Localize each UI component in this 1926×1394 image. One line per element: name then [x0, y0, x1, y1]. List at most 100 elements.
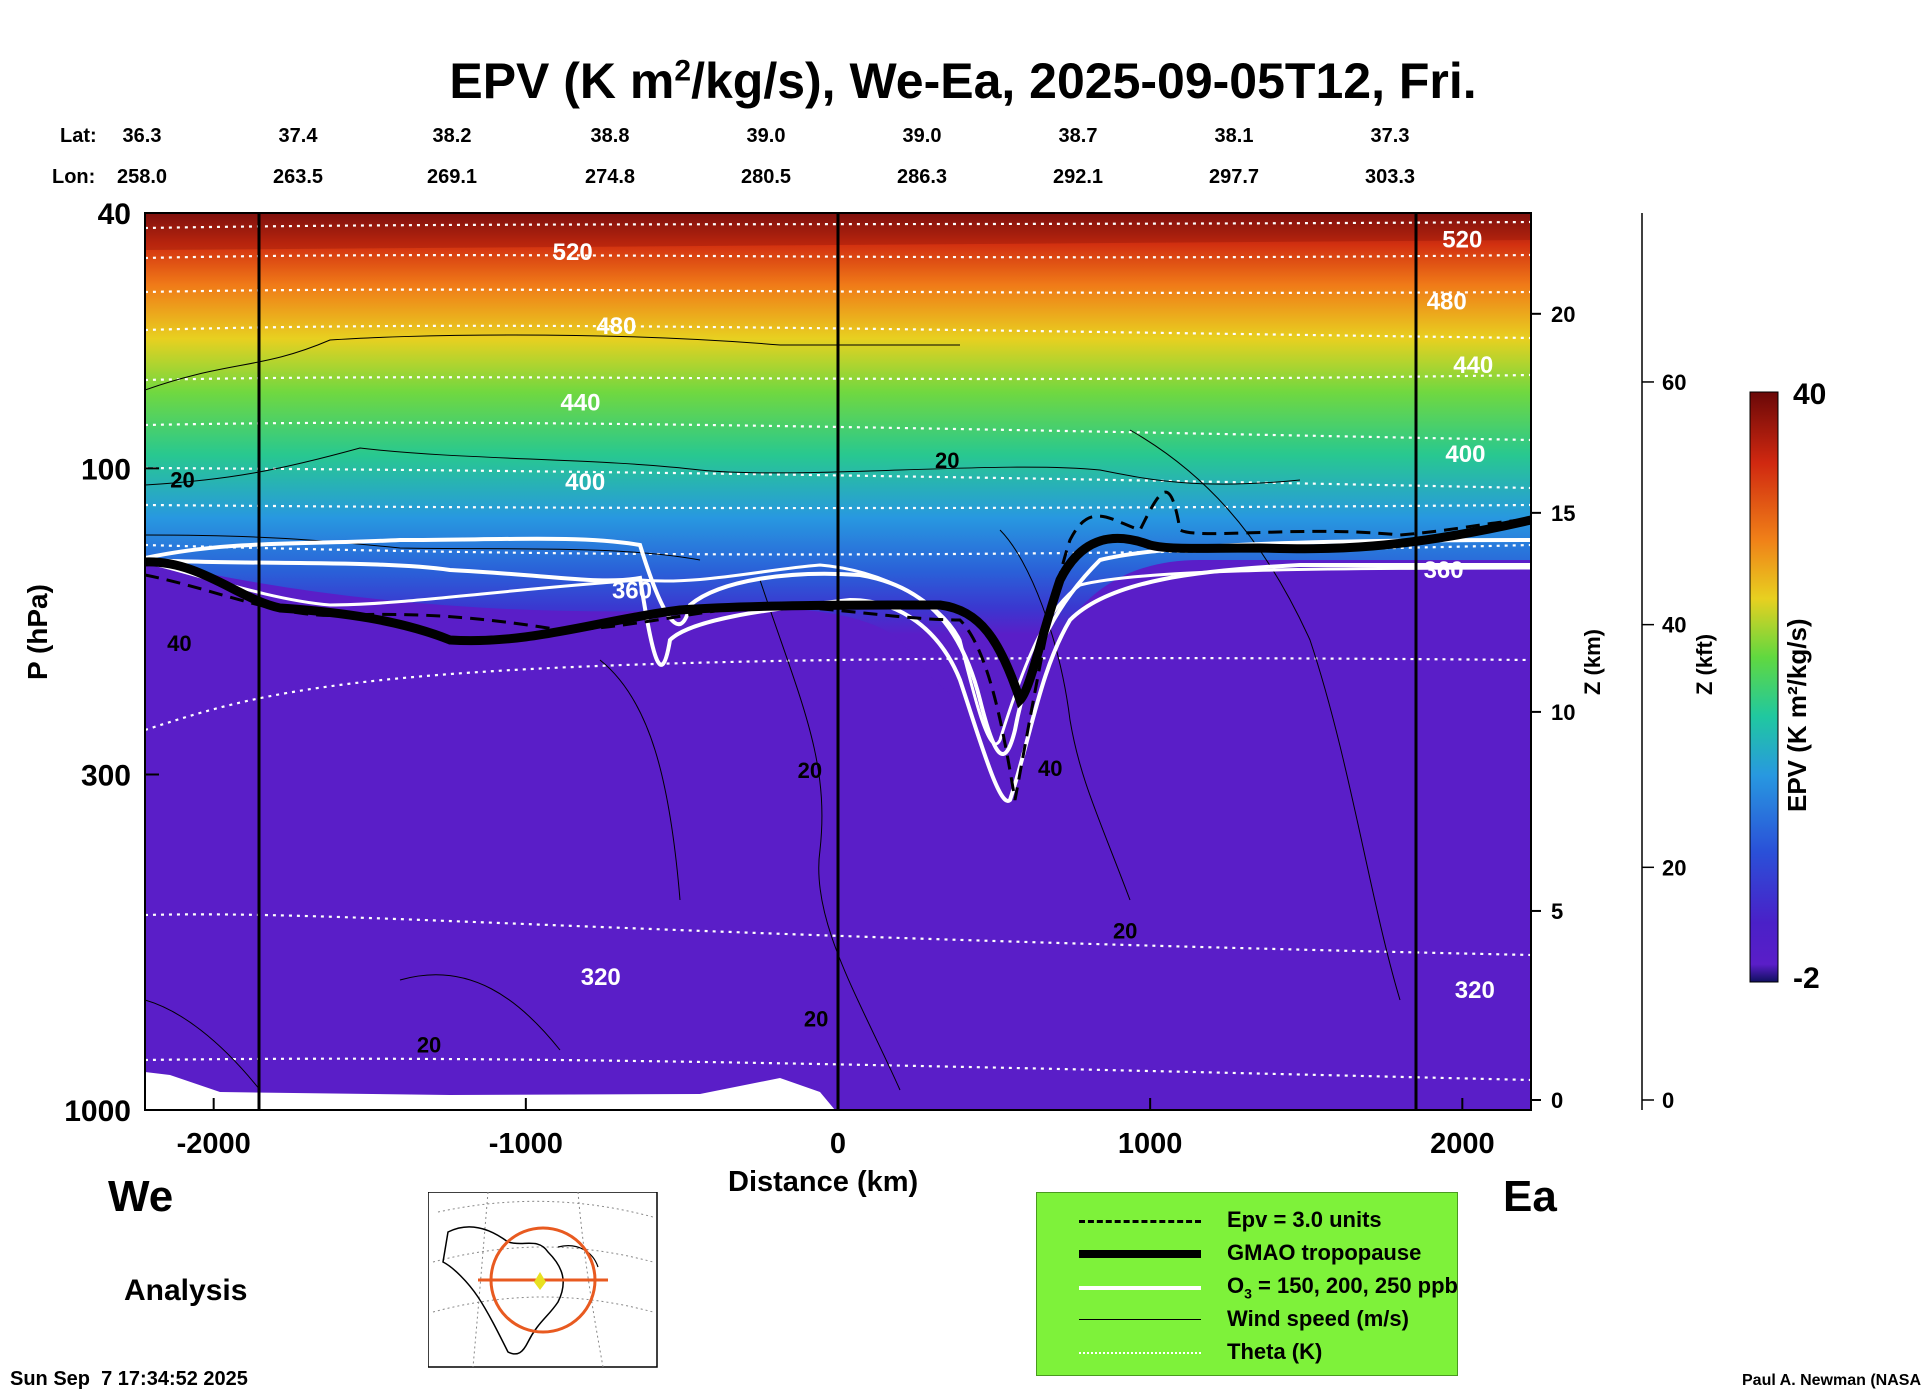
tropopause-line	[145, 515, 1531, 709]
wind-label: 20	[1113, 918, 1137, 943]
theta-label: 400	[565, 469, 605, 496]
wind-label: 20	[935, 448, 959, 473]
z-kft-axis: 0 20 40 60	[1641, 213, 1686, 1113]
wind-label: 40	[1038, 756, 1062, 781]
wind-contours	[145, 334, 1401, 1091]
x-tick-label: 2000	[1430, 1128, 1495, 1160]
z-km-axis: 0 5 10 15 20	[1531, 302, 1575, 1113]
theta-label: 440	[1453, 352, 1493, 379]
lon-value: 258.0	[116, 166, 168, 188]
theta-label: 440	[560, 390, 600, 417]
x-tick-label: 1000	[1118, 1128, 1183, 1160]
lon-label: Lon:	[52, 166, 96, 188]
theta-label: 360	[612, 577, 652, 604]
lat-value: 37.4	[278, 125, 318, 147]
p-tick-label: 300	[81, 759, 131, 792]
east-label: Ea	[1503, 1172, 1557, 1221]
legend-box: Epv = 3.0 units GMAO tropopause O3 = 150…	[1036, 1192, 1458, 1376]
lat-value: 39.0	[902, 125, 942, 147]
z-kft-tick-label: 20	[1662, 855, 1686, 880]
z-km-tick-label: 15	[1551, 501, 1575, 526]
legend-ozone-label: O3 = 150, 200, 250 ppb	[1227, 1273, 1458, 1302]
legend-theta: Theta (K)	[1037, 1335, 1457, 1369]
lat-value: 37.3	[1370, 125, 1410, 147]
x-axis-title: Distance (km)	[728, 1166, 919, 1198]
legend-tropopause: GMAO tropopause	[1037, 1236, 1457, 1270]
west-label: We	[108, 1172, 174, 1221]
z-km-tick-label: 5	[1551, 899, 1563, 924]
pressure-axis: 1000 300 100 40	[64, 198, 159, 1128]
wind-label: 20	[417, 1032, 441, 1057]
lon-value: 303.3	[1364, 166, 1416, 188]
legend-theta-swatch	[1079, 1352, 1201, 1354]
colorbar-max-label: 40	[1793, 378, 1827, 411]
ground-mask	[145, 1072, 835, 1110]
lat-value: 38.2	[432, 125, 472, 147]
lat-label: Lat:	[60, 125, 97, 147]
x-tick-label: -1000	[489, 1128, 563, 1160]
lon-value: 286.3	[896, 166, 948, 188]
lat-value: 38.7	[1058, 125, 1098, 147]
z-kft-tick-label: 60	[1662, 370, 1686, 395]
z-kft-axis-title: Z (kft)	[1692, 633, 1717, 695]
wind-label: 20	[798, 758, 822, 783]
x-tick-label: -2000	[177, 1128, 251, 1160]
lat-value: 38.1	[1214, 125, 1254, 147]
z-km-tick-label: 20	[1551, 302, 1575, 327]
colorbar-min-label: -2	[1793, 962, 1820, 995]
lon-value: 280.5	[740, 166, 792, 188]
colorbar-title: EPV (K m²/kg/s)	[1782, 618, 1812, 812]
legend-tropopause-label: GMAO tropopause	[1227, 1240, 1422, 1265]
z-km-tick-label: 0	[1551, 1088, 1563, 1113]
x-axis: -2000 -1000 0 1000 2000	[177, 1098, 1495, 1160]
theta-label-group: 520 480 440 400 360 320 520 480 440 400 360 320	[553, 227, 1495, 1004]
title-superscript: 2	[674, 54, 692, 88]
legend-tropopause-swatch	[1079, 1250, 1201, 1258]
lat-value: 36.3	[122, 125, 162, 147]
z-kft-tick-label: 0	[1662, 1088, 1674, 1113]
legend-epv-swatch	[1079, 1220, 1201, 1223]
credit: Paul A. Newman (NASA	[1742, 1372, 1921, 1389]
legend-ozone: O3 = 150, 200, 250 ppb	[1037, 1269, 1458, 1303]
legend-epv-label: Epv = 3.0 units	[1227, 1207, 1382, 1232]
theta-label: 520	[1442, 227, 1482, 254]
analysis-label: Analysis	[124, 1274, 248, 1307]
wind-label: 20	[170, 467, 194, 492]
theta-label: 320	[1455, 977, 1495, 1004]
section-guide-lines	[257, 213, 1418, 1110]
legend-epv: Epv = 3.0 units	[1037, 1203, 1457, 1237]
wind-label: 20	[804, 1006, 828, 1031]
legend-wind-swatch	[1079, 1319, 1201, 1320]
epv-3-line	[145, 490, 1531, 801]
lon-value: 269.1	[426, 166, 478, 188]
legend-wind: Wind speed (m/s)	[1037, 1302, 1457, 1336]
pressure-axis-title: P (hPa)	[22, 584, 53, 680]
theta-label: 360	[1424, 557, 1464, 584]
p-tick-label: 100	[81, 453, 131, 486]
theta-label: 400	[1445, 441, 1485, 468]
lat-value: 38.8	[590, 125, 630, 147]
wind-label: 40	[167, 631, 191, 656]
theta-label: 480	[596, 313, 636, 340]
lon-value: 263.5	[272, 166, 324, 188]
z-km-tick-label: 10	[1551, 700, 1575, 725]
colorbar	[1749, 391, 1779, 983]
lon-value: 274.8	[584, 166, 636, 188]
lon-value: 297.7	[1208, 166, 1260, 188]
chart-title: EPV (K m2/kg/s), We-Ea, 2025-09-05T12, F…	[0, 52, 1926, 110]
lat-value: 39.0	[746, 125, 786, 147]
p-tick-label: 1000	[64, 1095, 131, 1128]
title-suffix: /kg/s), We-Ea, 2025-09-05T12, Fri.	[691, 53, 1477, 109]
z-km-axis-title: Z (km)	[1580, 629, 1605, 695]
legend-wind-label: Wind speed (m/s)	[1227, 1306, 1409, 1331]
legend-ozone-swatch	[1079, 1286, 1201, 1290]
wind-label-group: 20 40 20 20 40 20 20 20	[167, 448, 1137, 1057]
theta-contours	[145, 220, 1531, 1082]
lon-value: 292.1	[1052, 166, 1104, 188]
timestamp: Sun Sep 7 17:34:52 2025	[10, 1368, 248, 1390]
z-kft-tick-label: 40	[1662, 613, 1686, 638]
x-tick-label: 0	[830, 1128, 846, 1160]
p-tick-label: 40	[98, 198, 131, 231]
title-prefix: EPV (K m	[449, 53, 675, 109]
